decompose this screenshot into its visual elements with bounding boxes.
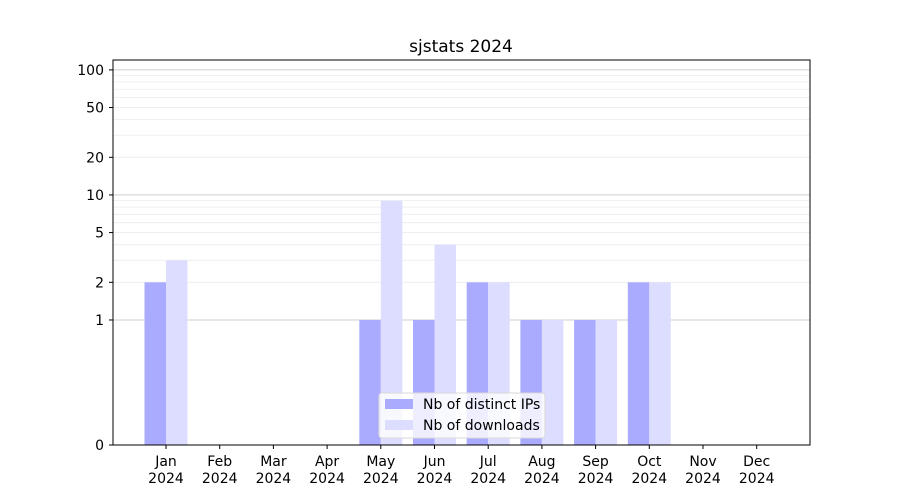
y-tick-label: 10 <box>86 188 104 204</box>
bar <box>380 200 403 445</box>
bar <box>166 260 188 445</box>
x-tick-label: Jan 2024 <box>148 454 184 487</box>
legend-box <box>378 392 546 439</box>
x-tick-label: Sep 2024 <box>578 454 614 487</box>
legend-label: Nb of downloads <box>423 418 540 434</box>
y-tick-label: 20 <box>86 150 104 166</box>
bar <box>144 282 166 445</box>
bar <box>595 319 618 445</box>
bar <box>627 282 650 445</box>
grid-layer <box>113 69 810 321</box>
bar-layer <box>144 200 671 445</box>
x-tick-label: Mar 2024 <box>256 454 292 487</box>
legend-swatch <box>385 420 413 430</box>
plot-frame <box>112 59 811 446</box>
x-tick-label: Apr 2024 <box>309 454 345 487</box>
y-tick-label: 5 <box>95 226 104 242</box>
x-tick-label: Nov 2024 <box>685 454 721 487</box>
axes-layer: 0 1 2 5 10 20 50 100 Jan 2024 Feb 2024 Mar 2024 Apr 202… <box>77 59 811 487</box>
y-tick-label: 1 <box>95 313 104 329</box>
y-tick-label: 2 <box>95 275 104 291</box>
y-tick-label: 100 <box>77 63 104 79</box>
legend-label: Nb of distinct IPs <box>423 397 540 413</box>
y-tick-label: 50 <box>86 101 104 117</box>
x-tick-label: Feb 2024 <box>202 454 238 487</box>
x-tick-label: Jul 2024 <box>470 454 506 487</box>
bar <box>649 282 671 445</box>
x-tick-label: Jun 2024 <box>417 454 453 487</box>
x-tick-label: Dec 2024 <box>739 454 775 487</box>
chart-title: sjstats 2024 <box>409 37 513 57</box>
x-tick-label: Oct 2024 <box>631 454 667 487</box>
legend-swatch <box>385 399 413 409</box>
bar <box>541 319 564 445</box>
bar <box>574 319 596 445</box>
bar <box>359 319 381 445</box>
x-tick-label: Aug 2024 <box>524 454 560 487</box>
y-tick-label: 0 <box>95 438 104 454</box>
legend: Nb of distinct IPs Nb of downloads <box>378 392 546 439</box>
x-tick-label: May 2024 <box>363 454 399 487</box>
